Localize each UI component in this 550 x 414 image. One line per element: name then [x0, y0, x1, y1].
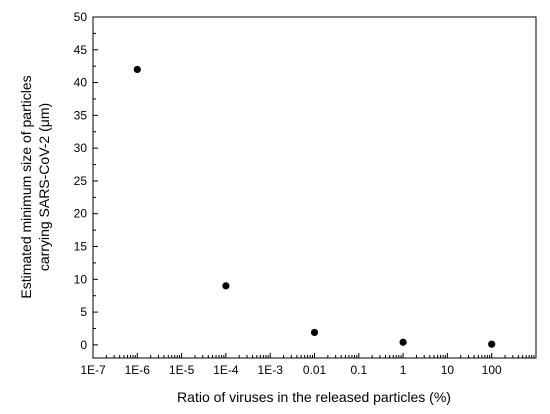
x-tick-label: 0.1 — [350, 363, 367, 377]
y-tick-label: 25 — [74, 174, 88, 188]
data-point — [133, 65, 141, 74]
x-tick-label: 1E-7 — [80, 363, 106, 377]
y-tick-label: 0 — [80, 338, 87, 352]
x-axis-ticks: 1E-7 1E-6 1E-5 1E-4 1E-3 0.01 0.1 1 10 100 — [80, 353, 535, 377]
x-tick-label: 0.01 — [303, 363, 327, 377]
y-tick-label: 10 — [74, 272, 88, 286]
y-tick-label: 20 — [74, 207, 88, 221]
data-point — [310, 328, 319, 337]
x-tick-label: 100 — [482, 363, 502, 377]
y-tick-label: 40 — [74, 76, 88, 90]
y-tick-label: 5 — [80, 305, 87, 319]
y-axis-ticks: 0 5 10 15 20 25 30 35 40 45 50 — [74, 10, 98, 352]
y-axis-title-line2: carrying SARS-CoV-2 (μm) — [36, 103, 52, 271]
x-tick-label: 1E-3 — [258, 363, 284, 377]
y-axis-title-line1: Estimated minimum size of particles — [18, 75, 34, 298]
y-tick-label: 30 — [74, 141, 88, 155]
x-tick-label: 1E-4 — [213, 363, 239, 377]
y-tick-label: 35 — [74, 108, 88, 122]
data-point — [222, 282, 230, 290]
x-axis-title: Ratio of viruses in the released particl… — [177, 389, 451, 405]
x-tick-label: 1E-6 — [125, 363, 151, 377]
y-tick-label: 15 — [74, 240, 88, 254]
y-tick-label: 45 — [74, 43, 88, 57]
x-tick-label: 1 — [400, 363, 407, 377]
y-tick-label: 50 — [74, 10, 88, 24]
plot-frame — [92, 16, 537, 359]
data-point — [399, 338, 407, 346]
x-tick-label: 10 — [441, 363, 455, 377]
data-point — [488, 340, 496, 348]
data-points — [133, 65, 496, 348]
x-tick-label: 1E-5 — [169, 363, 195, 377]
